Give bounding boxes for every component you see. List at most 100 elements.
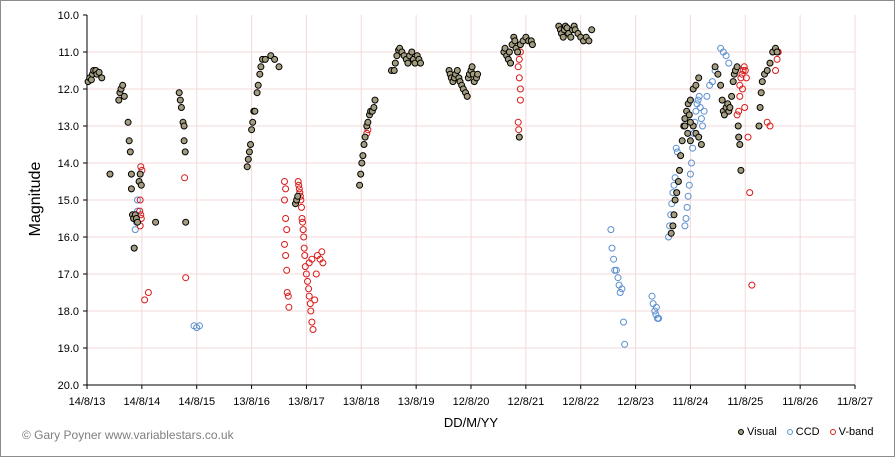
y-tick-label: 10.0: [58, 10, 79, 22]
grid: [87, 15, 856, 385]
visual-point: [681, 122, 689, 130]
vband-point: [299, 218, 307, 226]
visual-point: [511, 37, 519, 45]
visual-point: [677, 152, 685, 160]
visual-point: [408, 48, 416, 56]
vband-point: [294, 178, 302, 185]
vband-point: [515, 126, 523, 134]
visual-point: [127, 170, 135, 178]
x-tick-label: 11/8/27: [837, 396, 873, 408]
visual-point: [667, 229, 675, 237]
vband-point: [306, 300, 314, 308]
visual-point: [673, 189, 681, 197]
ccd-point: [131, 226, 139, 234]
vband-point: [514, 118, 522, 126]
visual-point: [247, 141, 254, 148]
ccd-point: [610, 255, 618, 263]
tick-labels: 10.0 11.0 12.0 13.0 14.0 15.0 16.0 17.0 18.0 19.0…: [58, 10, 873, 408]
visual-point: [271, 55, 279, 63]
visual-point: [669, 222, 677, 230]
visual-point: [711, 63, 719, 71]
visual-point: [253, 89, 261, 97]
visual-point: [514, 48, 522, 56]
vband-point: [299, 226, 307, 234]
vband-point: [141, 296, 149, 304]
visual-point: [468, 63, 476, 71]
visual-point: [370, 104, 378, 111]
visual-point: [245, 148, 253, 156]
visual-point: [182, 218, 190, 226]
visual-point: [726, 104, 734, 111]
vband-point: [740, 63, 748, 71]
visual-point: [756, 104, 764, 111]
ccd-point: [694, 96, 702, 104]
visual-point: [130, 244, 138, 252]
vband-point: [301, 252, 309, 259]
visual-point: [507, 59, 514, 67]
ccd-point: [620, 318, 627, 326]
vband-point: [304, 277, 311, 285]
y-axis-title: Magnitude: [27, 162, 44, 237]
vband-point: [284, 292, 292, 300]
visual-point: [515, 133, 523, 141]
vband-point: [741, 104, 749, 111]
visual-point: [180, 137, 188, 145]
y-tick-label: 11.0: [58, 47, 79, 59]
legend-marker-ccd: [786, 429, 793, 435]
ccd-point: [621, 340, 629, 348]
visual-point: [120, 92, 128, 100]
ccd-point: [614, 274, 622, 282]
visual-point: [254, 81, 262, 89]
vband-point: [305, 285, 313, 293]
visual-point: [773, 48, 781, 56]
visual-point: [674, 178, 682, 185]
ccd-point: [607, 226, 615, 234]
visual-point: [248, 126, 256, 134]
vband-point: [312, 270, 320, 278]
visual-point: [686, 137, 694, 145]
visual-point: [718, 96, 726, 104]
legend-item-vband: V-band: [829, 426, 874, 438]
visual-point: [257, 63, 265, 71]
visual-point: [714, 70, 722, 78]
x-tick-label: 14/8/14: [124, 396, 161, 408]
vband-point: [298, 215, 306, 222]
visual-point: [243, 163, 251, 171]
vband-point: [181, 174, 189, 182]
ccd-point: [697, 115, 705, 123]
ccd-point: [688, 159, 695, 167]
ccd-point: [683, 203, 691, 211]
vband-point: [515, 55, 523, 63]
vband-point: [516, 96, 524, 104]
vband-point: [733, 111, 741, 119]
vband-point: [319, 259, 327, 267]
vband-point: [311, 296, 319, 304]
visual-point: [528, 41, 536, 49]
ccd-point: [699, 122, 706, 130]
visual-point: [736, 141, 744, 148]
ccd-point: [696, 104, 704, 111]
visual-point: [251, 107, 259, 115]
x-tick-label: 11/8/26: [782, 396, 818, 408]
legend-label-vband: V-band: [838, 426, 874, 438]
vband-point: [516, 85, 524, 93]
x-tick-label: 11/8/25: [727, 396, 763, 408]
ccd-point: [685, 181, 693, 189]
visual-point: [757, 89, 765, 97]
visual-point: [728, 92, 736, 100]
visual-point: [124, 118, 132, 126]
x-tick-label: 13/8/16: [233, 396, 270, 408]
ccd-point: [700, 107, 708, 115]
vband-point: [281, 196, 288, 204]
vband-point: [136, 196, 144, 204]
vband-point: [137, 163, 145, 171]
vband-point: [283, 289, 291, 296]
x-tick-label: 13/8/19: [398, 396, 435, 408]
visual-point: [737, 166, 745, 174]
legend-label-ccd: CCD: [795, 426, 820, 438]
ccd-point: [689, 144, 697, 152]
visual-point: [729, 78, 737, 86]
vband-point: [295, 185, 303, 193]
ccd-point: [725, 59, 733, 67]
x-tick-label: 12/8/23: [617, 396, 654, 408]
